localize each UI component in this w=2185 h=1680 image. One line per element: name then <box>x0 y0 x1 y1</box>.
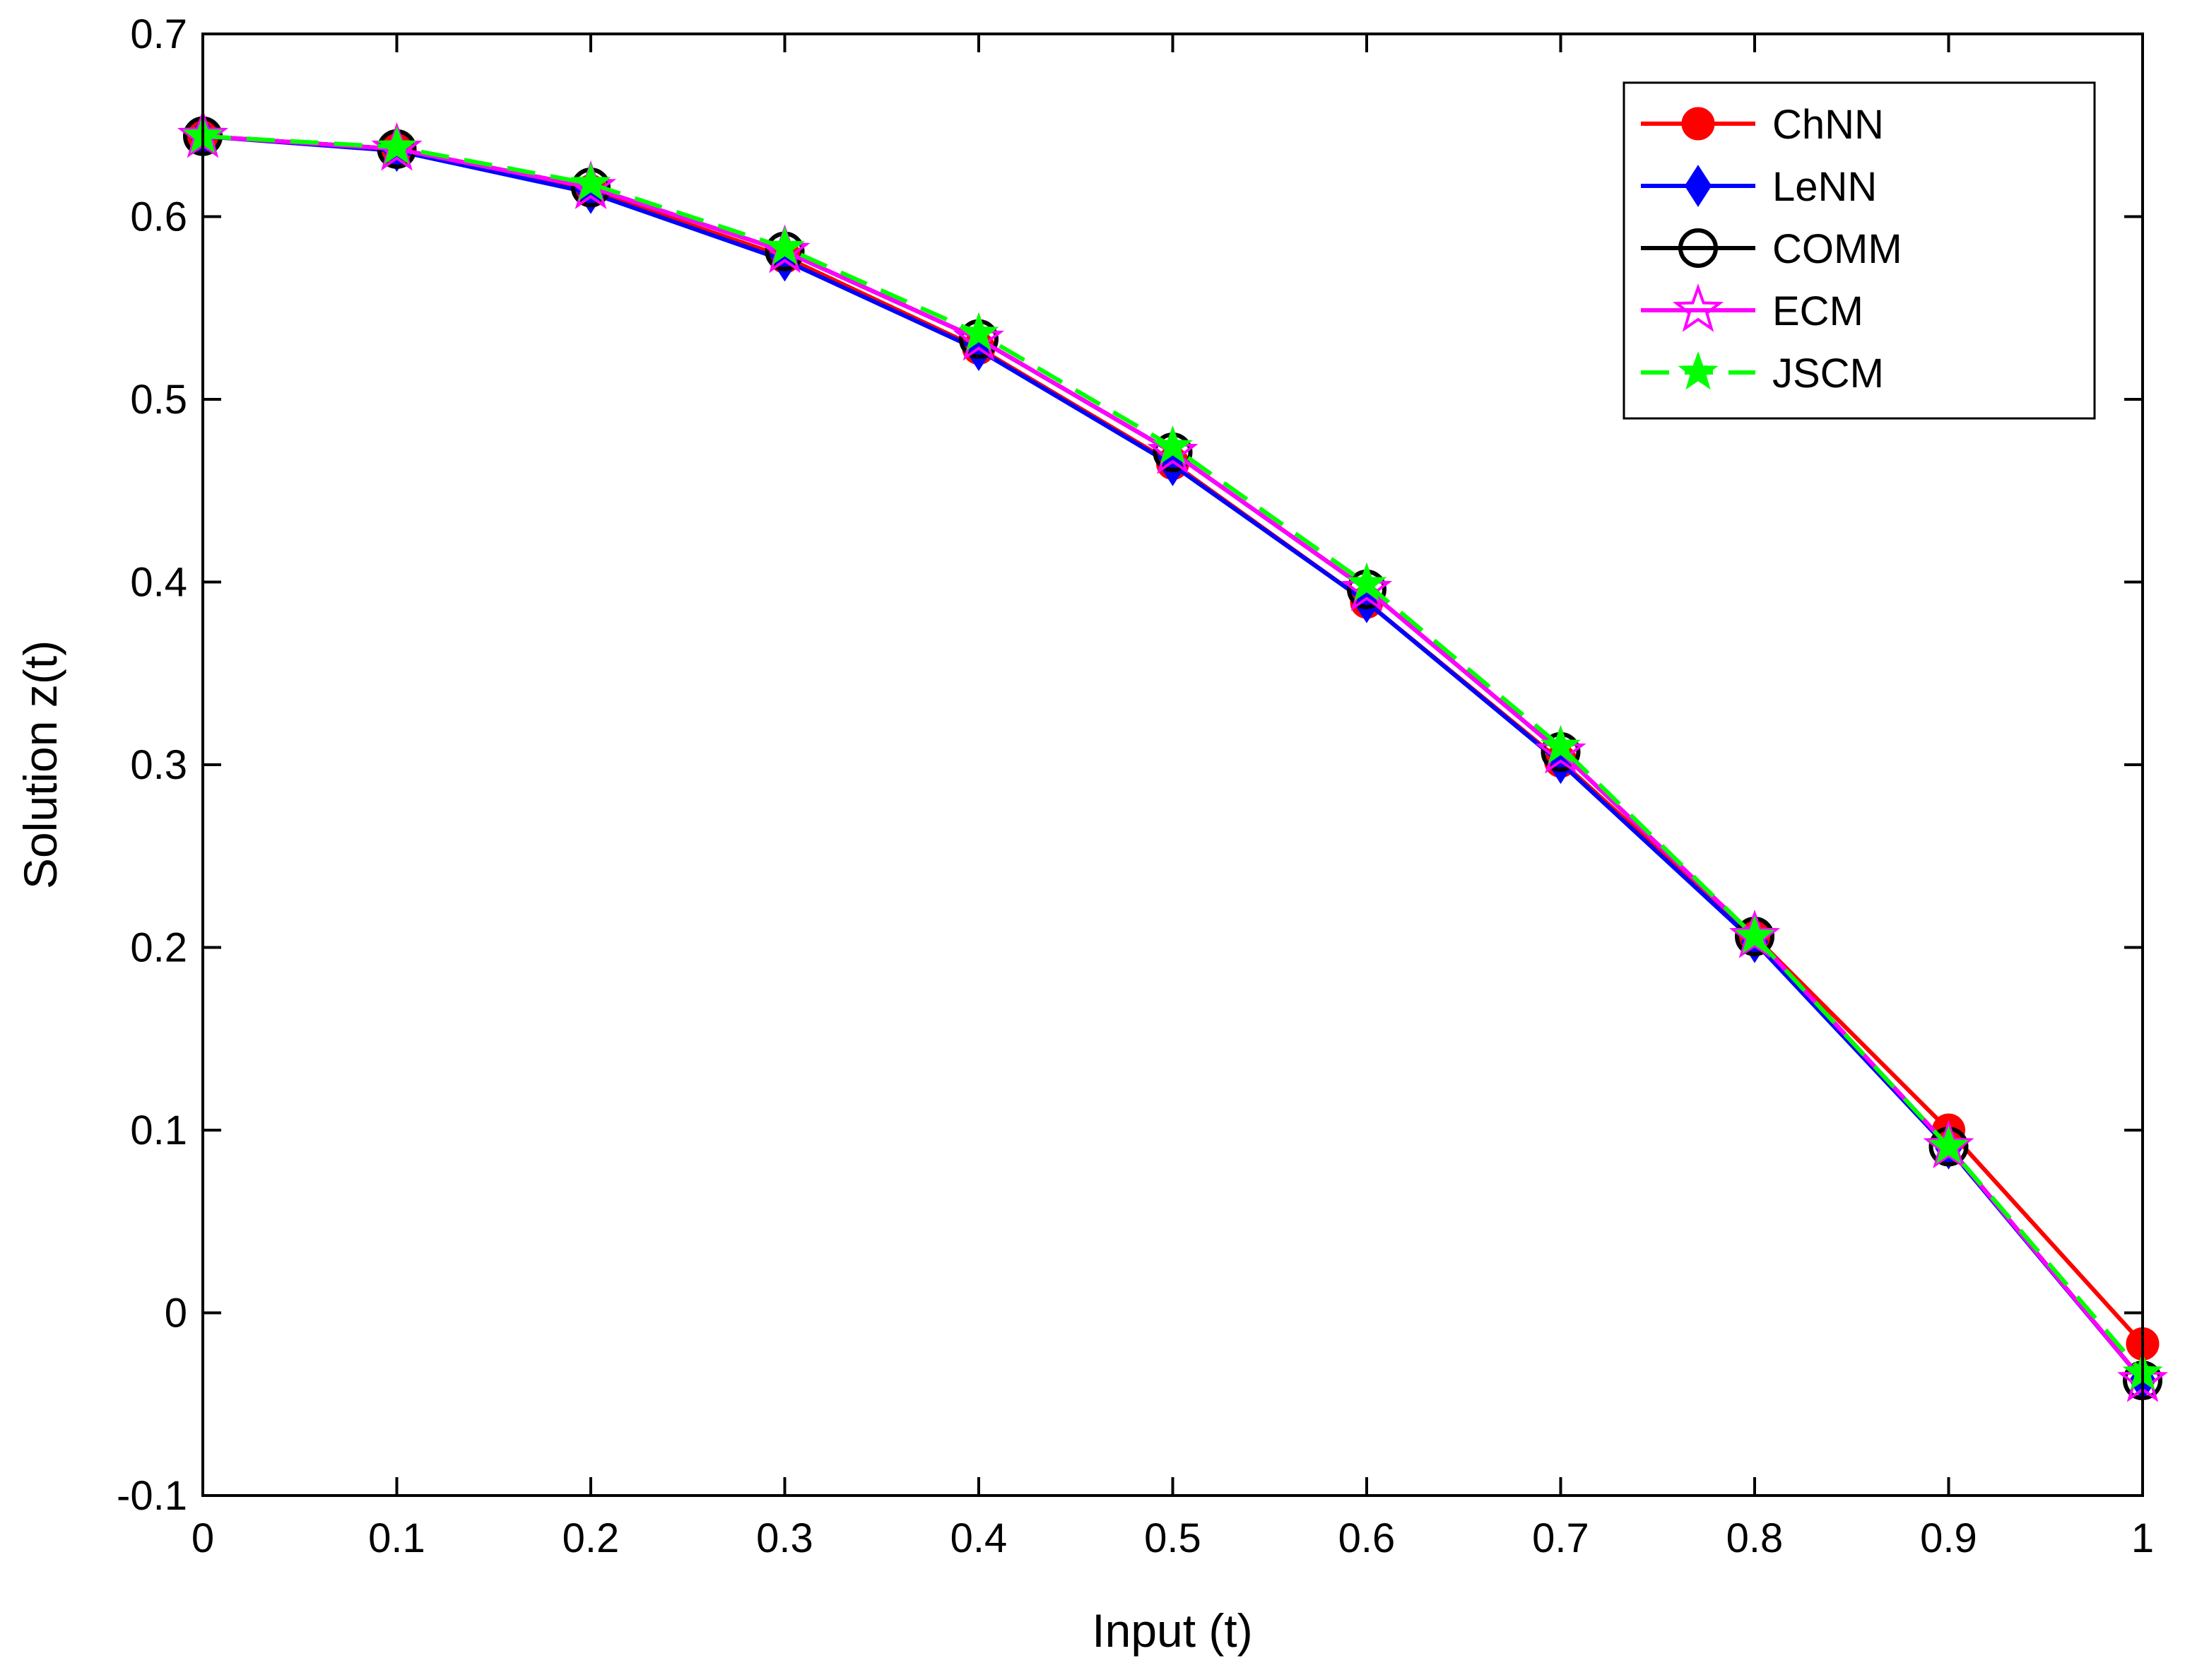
legend-label-comm: COMM <box>1772 226 1902 272</box>
data-point-ecm <box>953 312 1005 361</box>
y-tick-label: 0.1 <box>130 1108 187 1153</box>
legend-marker-lenn <box>1684 165 1712 207</box>
data-point-ecm <box>1923 1120 1974 1169</box>
legend-label-jscm: JSCM <box>1772 351 1884 396</box>
data-point-ecm <box>1341 562 1393 611</box>
legend-label-chnn: ChNN <box>1772 102 1884 148</box>
legend-entry-comm: COMM <box>1641 226 1902 272</box>
data-point-jscm <box>1928 1125 1969 1164</box>
legend-marker-chnn <box>1681 107 1715 141</box>
legend-marker-comm <box>1678 228 1718 268</box>
x-tick-label: 1 <box>2131 1515 2154 1561</box>
legend-entry-ecm: ECM <box>1641 283 1863 334</box>
x-tick-label: 0.4 <box>950 1515 1008 1561</box>
legend: ChNN LeNN COMM ECM JSCM <box>1622 81 2096 420</box>
y-tick-label: 0.3 <box>130 742 187 788</box>
legend-marker-jscm <box>1678 351 1719 390</box>
data-point-jscm <box>376 126 418 165</box>
data-point-jscm <box>1540 725 1582 764</box>
legend-marker-ecm <box>1672 283 1724 332</box>
y-tick-label: 0 <box>165 1291 187 1337</box>
x-axis-title: Input (t) <box>1092 1604 1252 1657</box>
x-tick-label: 0.8 <box>1726 1515 1784 1561</box>
x-tick-label: 0.2 <box>563 1515 620 1561</box>
series-layer <box>177 109 2169 1402</box>
legend-entry-chnn: ChNN <box>1641 102 1884 148</box>
x-tick-label: 0 <box>192 1515 214 1561</box>
data-point-ecm <box>1728 909 1781 958</box>
axis-ticks <box>201 33 2144 1497</box>
data-point-jscm <box>764 226 806 265</box>
x-tick-label: 0.9 <box>1920 1515 1977 1561</box>
data-point-jscm <box>1346 563 1387 601</box>
x-tick-label: 0.7 <box>1532 1515 1589 1561</box>
x-tick-label: 0.6 <box>1338 1515 1396 1561</box>
y-tick-label: 0.7 <box>130 11 187 57</box>
legend-label-lenn: LeNN <box>1772 164 1877 210</box>
legend-entry-jscm: JSCM <box>1641 351 1884 396</box>
x-tick-label: 0.5 <box>1144 1515 1201 1561</box>
data-point-jscm <box>1152 425 1194 464</box>
legend-label-ecm: ECM <box>1772 288 1863 334</box>
y-tick-label: 0.4 <box>130 560 187 606</box>
legend-entry-lenn: LeNN <box>1641 164 1877 210</box>
y-tick-label: 0.6 <box>130 194 187 240</box>
x-tick-label: 0.3 <box>756 1515 813 1561</box>
data-point-jscm <box>958 312 999 351</box>
data-point-ecm <box>1535 724 1586 774</box>
y-tick-labels: -0.1 0 0.1 0.2 0.3 0.4 0.5 0.6 0.7 <box>117 11 187 1519</box>
data-point-jscm <box>570 163 611 201</box>
y-tick-label: 0.2 <box>130 925 187 971</box>
data-point-jscm <box>1734 915 1775 954</box>
x-tick-labels: 0 0.1 0.2 0.3 0.4 0.5 0.6 0.7 0.8 0.9 1 <box>192 1515 2154 1561</box>
y-tick-label: -0.1 <box>117 1473 187 1519</box>
y-axis-title: Solution z(t) <box>14 640 66 889</box>
x-tick-label: 0.1 <box>368 1515 425 1561</box>
y-tick-label: 0.5 <box>130 377 187 423</box>
data-point-ecm <box>1147 425 1198 474</box>
